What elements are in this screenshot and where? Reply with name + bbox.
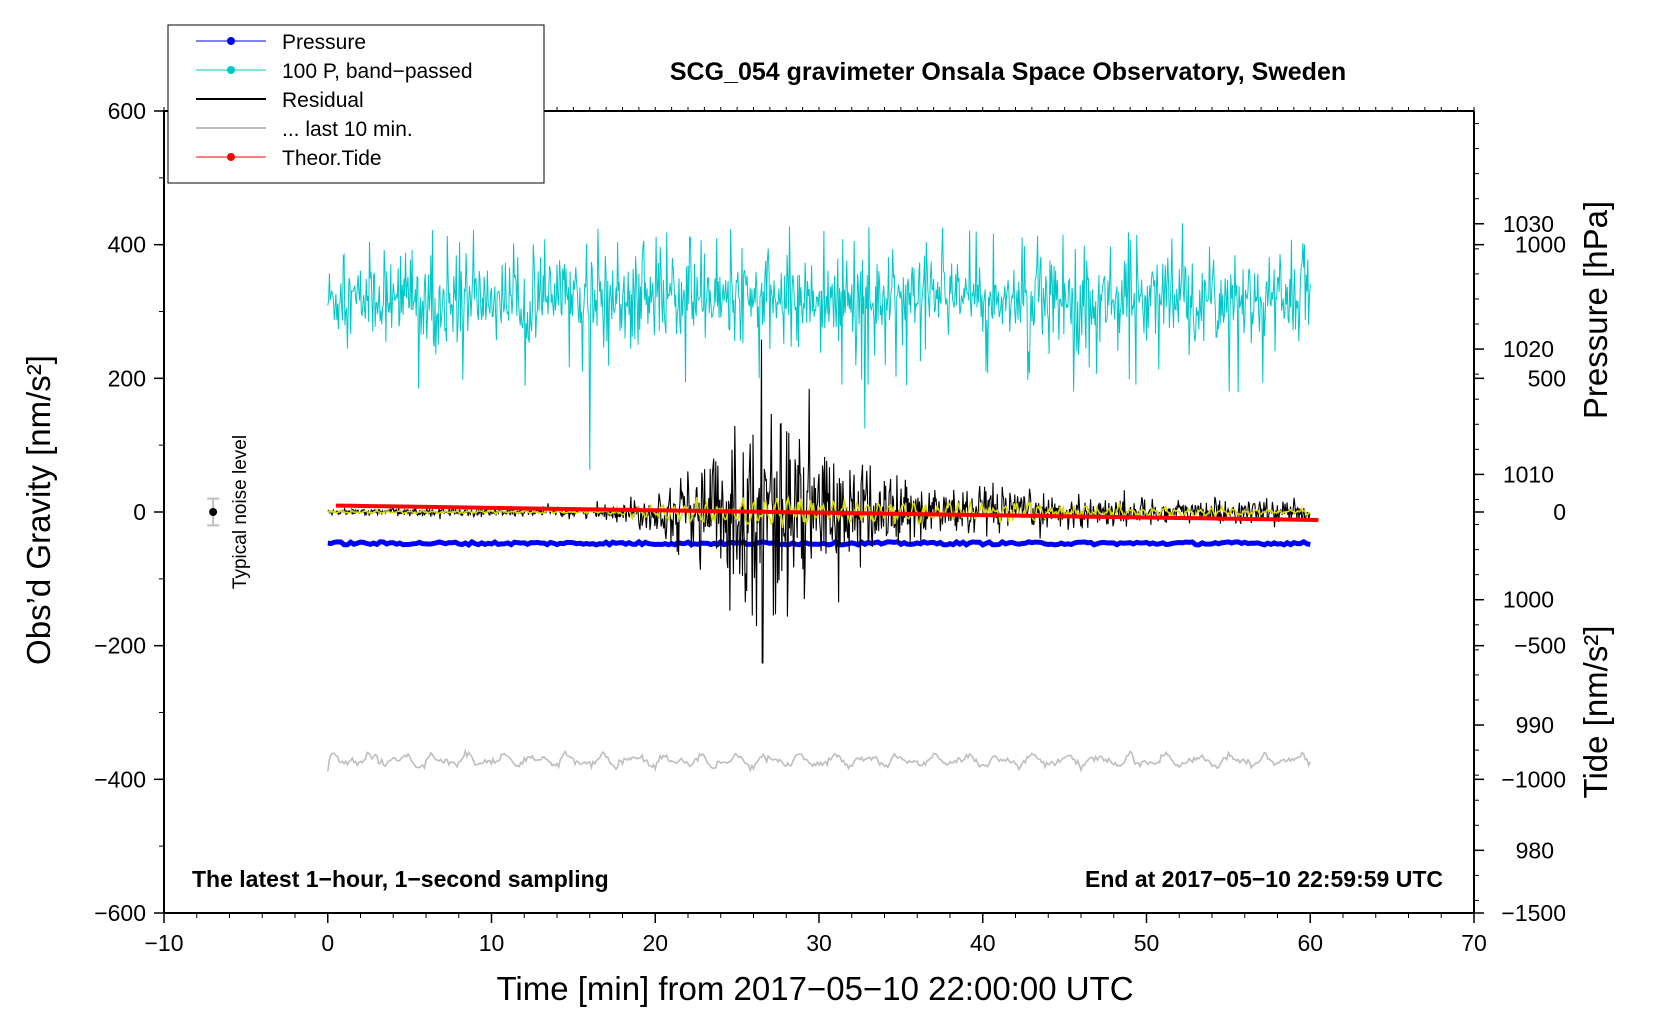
legend-label: 100 P, band−passed xyxy=(282,60,473,83)
legend-label: Theor.Tide xyxy=(282,147,382,170)
y-tick-label: −600 xyxy=(94,900,146,926)
x-tick-label: 10 xyxy=(479,930,505,956)
legend: Pressure 100 P, band−passed Residual ... la… xyxy=(167,24,545,184)
pressure-tick-label: 990 xyxy=(1516,712,1554,738)
legend-swatch-marker xyxy=(227,37,235,45)
y-tick-label: 0 xyxy=(133,499,146,525)
pressure-tick-label: 1020 xyxy=(1503,336,1554,362)
tide-tick-label: 1000 xyxy=(1515,232,1566,258)
tide-tick-label: −500 xyxy=(1514,633,1566,659)
x-tick-label: 20 xyxy=(642,930,668,956)
pressure-tick-label: 1030 xyxy=(1503,211,1554,237)
last-10-min-line xyxy=(327,748,1312,773)
legend-label: ... last 10 min. xyxy=(282,118,413,141)
pressure-tick-label: 980 xyxy=(1516,837,1554,863)
x-axis-label: Time [min] from 2017−05−10 22:00:00 UTC xyxy=(496,970,1133,1007)
noise-level-label: Typical noise level xyxy=(230,435,251,589)
y-axis-label-tide: Tide [nm/s²] xyxy=(1577,626,1614,799)
x-tick-label: 40 xyxy=(970,930,996,956)
legend-swatch-marker xyxy=(227,153,235,161)
y-tick-label: 200 xyxy=(108,365,146,391)
bottom-left-annotation: The latest 1−hour, 1−second sampling xyxy=(192,866,609,892)
bottom-right-annotation: End at 2017−05−10 22:59:59 UTC xyxy=(1085,866,1443,892)
y-axis-label-pressure: Pressure [hPa] xyxy=(1577,201,1614,419)
legend-label: Pressure xyxy=(282,31,366,54)
axis-layer: −10 0 10 20 30 40 50 60 706004002000−200−400−600… xyxy=(94,98,1566,956)
y-axis-label-left: Obs’d Gravity [nm/s²] xyxy=(20,355,57,665)
noise-level-marker xyxy=(207,497,220,527)
pressure-line xyxy=(327,538,1311,548)
y-tick-label: 600 xyxy=(108,98,146,124)
x-tick-label: 70 xyxy=(1461,930,1487,956)
x-tick-label: 0 xyxy=(321,930,334,956)
y-tick-label: −400 xyxy=(94,766,146,792)
tide-tick-label: −1500 xyxy=(1501,900,1566,926)
pressure-tick-label: 1000 xyxy=(1503,587,1554,613)
tide-tick-label: −1000 xyxy=(1501,766,1566,792)
x-tick-label: 60 xyxy=(1297,930,1323,956)
chart-title: SCG_054 gravimeter Onsala Space Observat… xyxy=(670,58,1346,86)
noise-point xyxy=(209,508,218,516)
pressure-tick-label: 1010 xyxy=(1503,461,1554,487)
series-layer xyxy=(327,223,1319,773)
legend-swatch-marker xyxy=(227,66,235,74)
y-tick-label: 400 xyxy=(108,232,146,258)
legend-label: Residual xyxy=(282,89,364,112)
y-tick-label: −200 xyxy=(94,633,146,659)
x-tick-label: 30 xyxy=(806,930,832,956)
filtered-residual-line xyxy=(327,494,1311,529)
bandpassed-pressure-line xyxy=(327,223,1311,470)
tide-tick-label: 500 xyxy=(1528,365,1566,391)
tide-line xyxy=(335,503,1319,522)
tide-tick-label: 0 xyxy=(1553,499,1566,525)
x-tick-label: 50 xyxy=(1134,930,1160,956)
x-tick-label: −10 xyxy=(144,930,183,956)
